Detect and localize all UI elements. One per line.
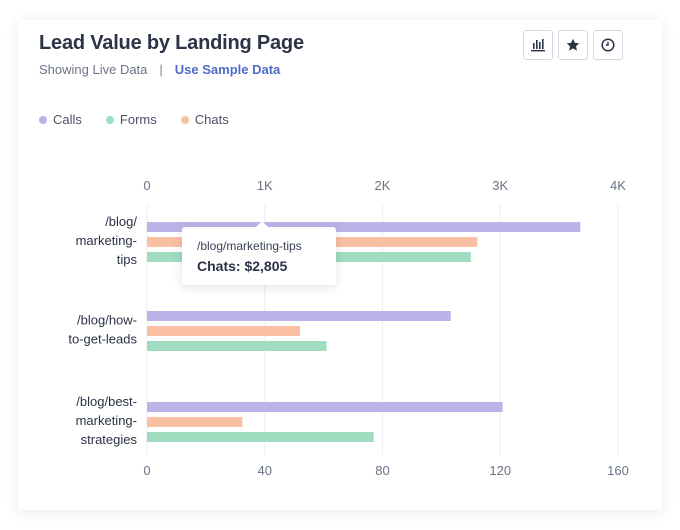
top-axis-tick-label: 1K [257,178,273,193]
separator: | [159,62,163,77]
category-label: to-get-leads [68,332,137,347]
bar-chart-icon [531,39,545,52]
top-axis-tick-label: 4K [610,178,626,193]
bottom-axis-tick-label: 160 [607,463,629,478]
bar-forms [147,341,327,351]
tooltip-value: Chats: $2,805 [197,258,288,274]
bar-calls [147,311,451,321]
bar-chats [147,326,301,336]
favorite-button[interactable] [558,30,588,60]
chart-legend: Calls Forms Chats [39,112,229,127]
history-button[interactable] [593,30,623,60]
data-source-bar: Showing Live Data | Use Sample Data [39,62,280,77]
chart-tooltip: /blog/marketing-tips Chats: $2,805 [182,221,336,285]
bar-calls [147,222,581,232]
legend-item-calls[interactable]: Calls [39,112,82,127]
star-icon [566,38,580,51]
legend-item-chats[interactable]: Chats [180,112,229,127]
clock-icon [601,38,615,52]
legend-item-forms[interactable]: Forms [105,112,157,127]
category-label: strategies [81,432,138,447]
category-label: tips [117,252,138,267]
legend-swatch-forms [105,115,114,124]
legend-label-calls: Calls [53,112,82,127]
tooltip-title: /blog/marketing-tips [197,239,302,253]
bottom-axis-tick-label: 120 [489,463,511,478]
category-label: marketing- [76,233,137,248]
chart-type-button[interactable] [523,30,553,60]
use-sample-data-link[interactable]: Use Sample Data [174,62,281,77]
top-axis-tick-label: 2K [375,178,391,193]
top-axis-tick-label: 0 [143,178,150,193]
legend-swatch-calls [39,115,47,124]
category-label: marketing- [76,413,137,428]
bottom-axis-tick-label: 80 [375,463,389,478]
bottom-axis-tick-label: 40 [258,463,272,478]
legend-swatch-chats [180,115,189,124]
live-data-status: Showing Live Data [39,62,148,77]
page-title: Lead Value by Landing Page [39,32,304,54]
bar-chats [147,417,243,427]
legend-label-forms: Forms [119,112,157,127]
category-label: /blog/ [105,214,137,229]
chart-card [18,20,662,510]
category-label: /blog/how- [77,313,137,328]
legend-label-chats: Chats [194,112,229,127]
top-axis-tick-label: 3K [492,178,508,193]
bar-calls [147,402,503,412]
bar-forms [147,432,374,442]
bottom-axis-tick-label: 0 [143,463,150,478]
category-label: /blog/best- [76,394,137,409]
